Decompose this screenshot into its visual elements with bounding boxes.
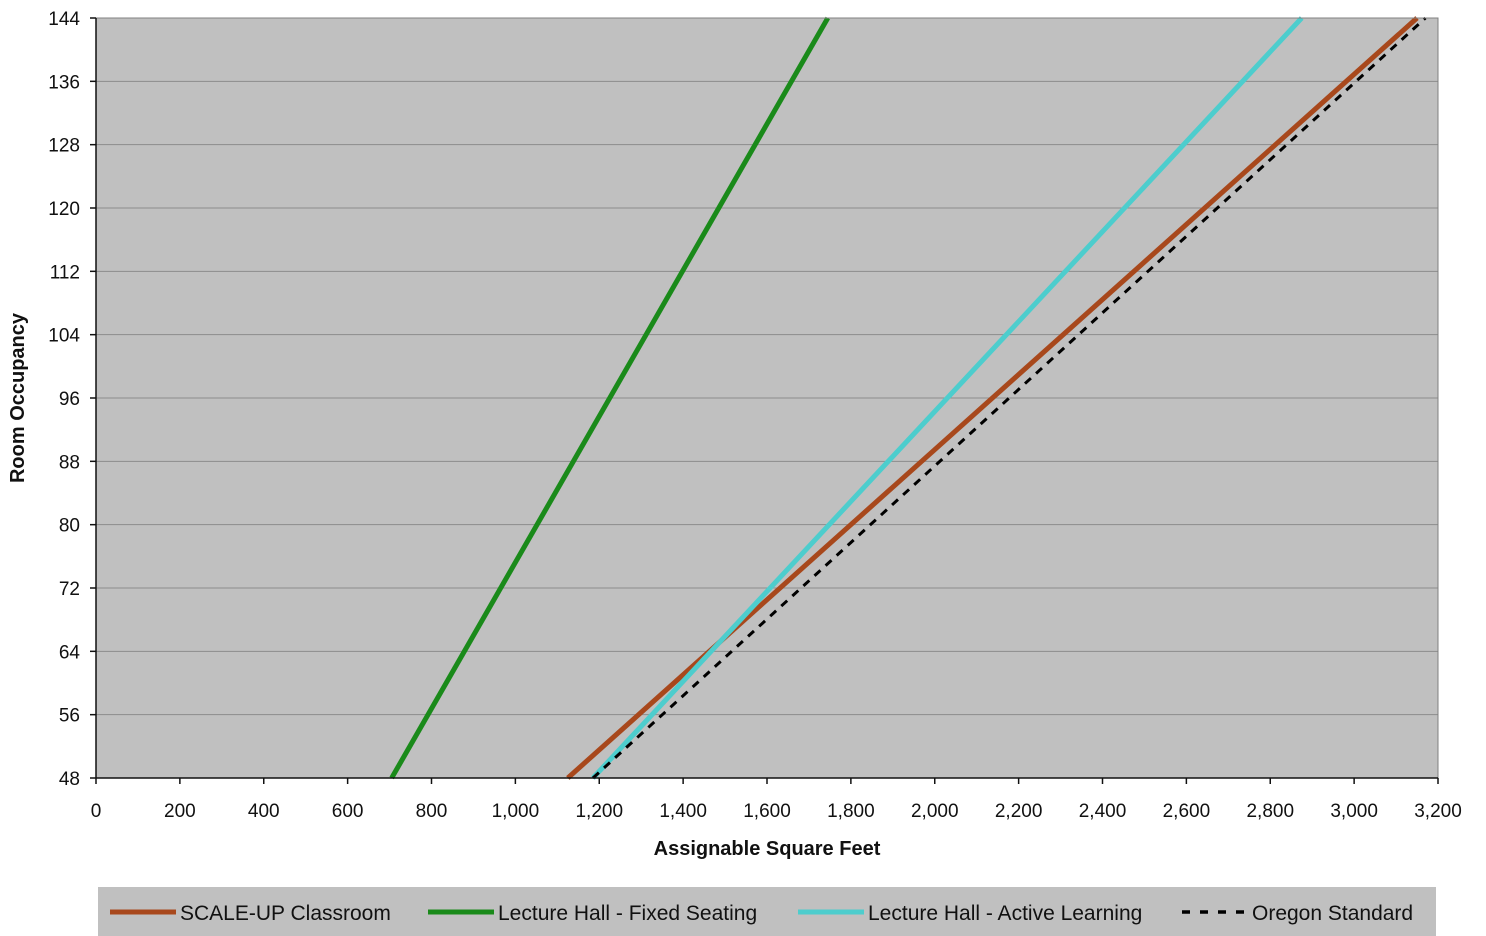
series-line-oregon-standard xyxy=(591,16,1427,780)
y-tick-label: 64 xyxy=(59,642,81,663)
x-tick-label: 0 xyxy=(91,801,102,822)
series-line-lecture-hall-fixed-seating xyxy=(389,16,830,780)
x-tick-label: 2,200 xyxy=(995,801,1043,822)
x-tick-label: 1,200 xyxy=(575,801,623,822)
x-tick-label: 1,400 xyxy=(659,801,707,822)
x-tick-label: 1,800 xyxy=(827,801,875,822)
legend-label: SCALE-UP Classroom xyxy=(180,902,391,925)
legend-items: SCALE-UP Classroom Lecture Hall - Fixed S… xyxy=(110,902,1413,925)
x-tick-label: 1,600 xyxy=(743,801,791,822)
x-tick-label: 1,000 xyxy=(492,801,540,822)
x-tick-label: 2,600 xyxy=(1163,801,1211,822)
x-tick-label: 3,000 xyxy=(1330,801,1378,822)
x-tick-label: 2,400 xyxy=(1079,801,1127,822)
y-tick-label: 112 xyxy=(50,262,80,283)
x-tick-label: 2,000 xyxy=(911,801,959,822)
legend-label: Lecture Hall - Active Learning xyxy=(868,902,1142,925)
x-tick-label: 400 xyxy=(248,801,280,822)
legend-label: Oregon Standard xyxy=(1252,902,1413,925)
x-tick-label: 600 xyxy=(332,801,364,822)
x-axis: 0 200 400 600 800 1,000 1,200 1,400 1,600 1,800 2,… xyxy=(91,777,1462,822)
y-tick-label: 72 xyxy=(59,579,80,600)
x-tick-label: 3,200 xyxy=(1414,801,1462,822)
y-tick-label: 128 xyxy=(48,136,80,157)
legend-label: Lecture Hall - Fixed Seating xyxy=(498,902,757,925)
legend-box xyxy=(98,887,1436,936)
y-tick-label: 104 xyxy=(48,326,80,347)
x-tick-label: 800 xyxy=(416,801,448,822)
y-tick-label: 96 xyxy=(59,389,80,410)
legend: SCALE-UP Classroom Lecture Hall - Fixed S… xyxy=(98,887,1436,936)
y-axis: 48 56 64 72 80 88 96 104 112 120 128 136 144 xyxy=(48,9,97,790)
series-line-lecture-hall-active-learning xyxy=(591,16,1304,780)
plot-area xyxy=(95,16,1439,780)
x-axis-title: Assignable Square Feet xyxy=(654,838,881,860)
x-tick-label: 200 xyxy=(164,801,196,822)
y-tick-label: 136 xyxy=(48,72,80,93)
y-axis-title: Room Occupancy xyxy=(7,312,29,483)
series-lines xyxy=(389,16,1427,780)
y-tick-label: 56 xyxy=(59,706,80,727)
y-tick-label: 144 xyxy=(48,9,80,30)
y-tick-label: 88 xyxy=(59,452,80,473)
y-tick-label: 80 xyxy=(59,516,80,537)
y-tick-label: 48 xyxy=(59,769,80,790)
y-tick-label: 120 xyxy=(48,199,80,220)
x-tick-label: 2,800 xyxy=(1246,801,1294,822)
